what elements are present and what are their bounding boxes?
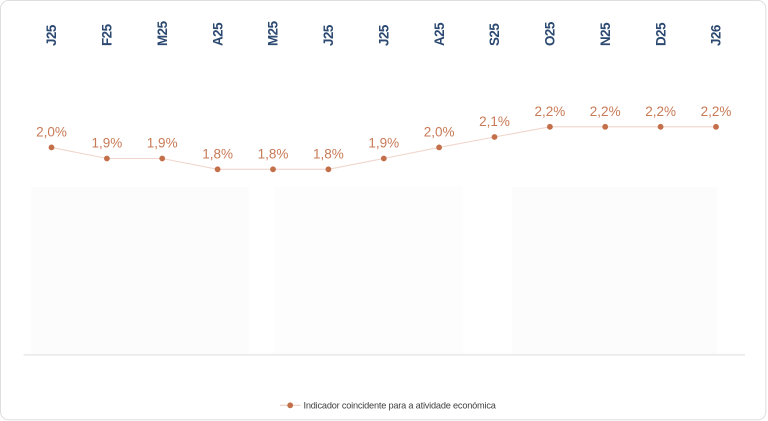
svg-text:2,2%: 2,2% [535, 104, 566, 119]
svg-text:O25: O25 [543, 21, 558, 46]
svg-text:D25: D25 [653, 22, 668, 46]
svg-text:2,0%: 2,0% [36, 124, 67, 139]
svg-text:S25: S25 [487, 23, 502, 46]
svg-text:A25: A25 [432, 22, 447, 46]
svg-text:2,2%: 2,2% [590, 104, 621, 119]
svg-text:Indicador coincidente para a a: Indicador coincidente para a atividade e… [304, 401, 497, 411]
svg-text:J25: J25 [376, 24, 391, 46]
svg-text:A25: A25 [210, 22, 225, 46]
svg-text:2,2%: 2,2% [645, 104, 676, 119]
svg-text:2,2%: 2,2% [701, 104, 732, 119]
svg-text:1,9%: 1,9% [92, 136, 123, 151]
svg-text:2,1%: 2,1% [479, 114, 510, 129]
svg-text:M25: M25 [266, 20, 281, 46]
svg-text:1,8%: 1,8% [313, 146, 344, 161]
svg-text:J25: J25 [44, 24, 59, 46]
svg-text:N25: N25 [598, 22, 613, 46]
svg-text:F25: F25 [100, 23, 115, 46]
svg-text:M25: M25 [155, 20, 170, 46]
svg-text:J25: J25 [321, 24, 336, 46]
svg-text:2,0%: 2,0% [424, 124, 455, 139]
svg-text:1,8%: 1,8% [202, 146, 233, 161]
svg-text:1,8%: 1,8% [258, 146, 289, 161]
svg-text:1,9%: 1,9% [368, 136, 399, 151]
svg-text:1,9%: 1,9% [147, 136, 178, 151]
svg-text:J26: J26 [709, 25, 724, 46]
